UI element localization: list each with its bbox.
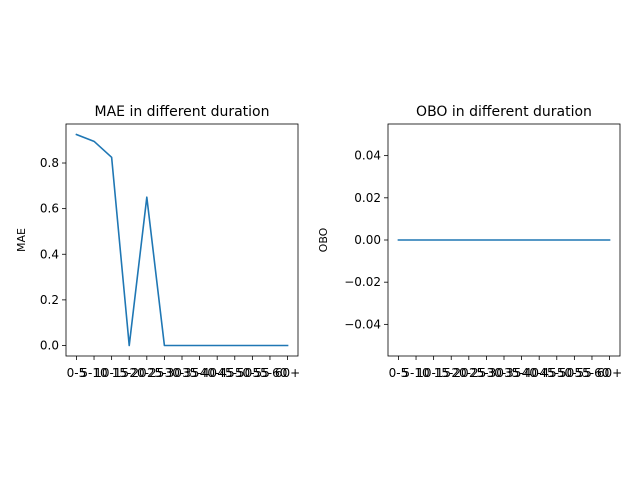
mae-xtick-label: 35-40 xyxy=(182,366,217,380)
mae-xtick-label: 40-45 xyxy=(200,366,235,380)
mae-xtick-label: 20-25 xyxy=(129,366,164,380)
obo-xtick-label: 55-60 xyxy=(575,366,610,380)
mae-ytick-label: 0.0 xyxy=(40,339,59,353)
obo-xtick-label: 20-25 xyxy=(451,366,486,380)
obo-xtick-label: 15-20 xyxy=(434,366,469,380)
mae-xtick-label: 30-35 xyxy=(165,366,200,380)
obo-xtick-label: 60+ xyxy=(597,366,622,380)
obo-ytick-label: −0.02 xyxy=(344,275,381,289)
mae-xtick-label: 50-55 xyxy=(235,366,270,380)
obo-xtick-label: 40-45 xyxy=(522,366,557,380)
obo-xtick-label: 30-35 xyxy=(487,366,522,380)
mae-ytick-label: 0.8 xyxy=(40,156,59,170)
obo-xtick-label: 45-50 xyxy=(539,366,574,380)
mae-xtick-label: 10-15 xyxy=(94,366,129,380)
obo-xtick-label: 35-40 xyxy=(504,366,539,380)
obo-ytick-label: 0.04 xyxy=(354,149,381,163)
mae-xtick-label: 45-50 xyxy=(217,366,252,380)
obo-chart-title: OBO in different duration xyxy=(416,104,592,120)
obo-ytick-label: 0.00 xyxy=(354,233,381,247)
obo-xtick-label: 5-10 xyxy=(402,366,429,380)
mae-xtick-label: 15-20 xyxy=(112,366,147,380)
mae-xtick-label: 25-30 xyxy=(147,366,182,380)
mae-chart: MAE in different duration 0.0 0.2 0.4 0.6 0.8… xyxy=(15,104,300,380)
obo-xtick-label: 50-55 xyxy=(557,366,592,380)
obo-xtick-label: 25-30 xyxy=(469,366,504,380)
obo-xtick-label: 0-5 xyxy=(389,366,409,380)
mae-ytick-label: 0.2 xyxy=(40,293,59,307)
obo-ytick-label: 0.02 xyxy=(354,191,381,205)
mae-ytick-label: 0.4 xyxy=(40,247,59,261)
mae-xtick-label: 60+ xyxy=(275,366,300,380)
mae-xtick-label: 0-5 xyxy=(67,366,87,380)
mae-ylabel: MAE xyxy=(15,228,28,252)
mae-axes-frame xyxy=(65,123,299,357)
mae-xtick-label: 55-60 xyxy=(253,366,288,380)
obo-ytick-label: −0.04 xyxy=(344,317,381,331)
obo-axes-frame xyxy=(387,123,621,357)
mae-ytick-label: 0.6 xyxy=(40,202,59,216)
obo-ylabel: OBO xyxy=(317,227,330,252)
mae-chart-title: MAE in different duration xyxy=(95,104,270,120)
obo-xtick-label: 10-15 xyxy=(416,366,451,380)
obo-chart: OBO in different duration −0.04 −0.02 0.00 0… xyxy=(317,104,622,380)
mae-xtick-label: 5-10 xyxy=(80,366,107,380)
